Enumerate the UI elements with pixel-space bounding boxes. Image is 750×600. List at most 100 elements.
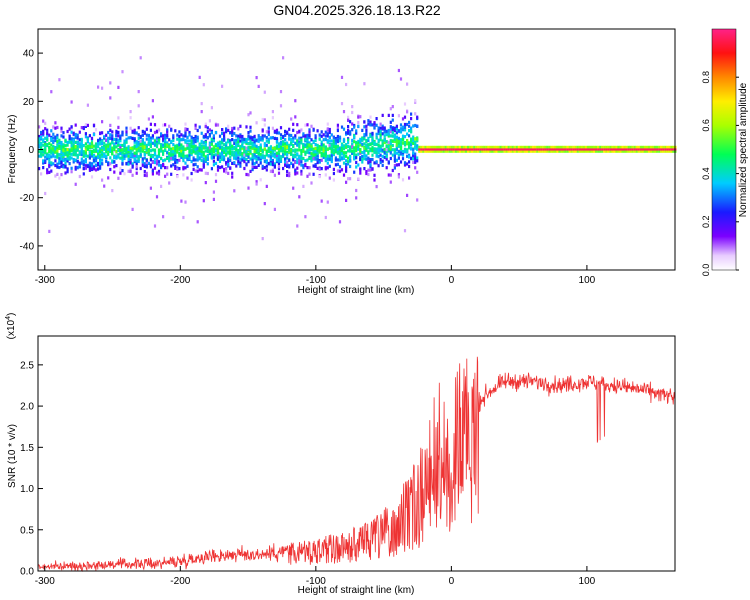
spectrogram-cell	[168, 145, 171, 149]
spectrogram-cell	[497, 145, 500, 149]
spectrogram-cell	[300, 163, 303, 167]
spectrogram-cell	[212, 134, 215, 138]
spectrogram-cell	[460, 150, 464, 153]
spectrogram-cell	[275, 131, 279, 135]
spectrogram-cell	[558, 145, 561, 149]
spectrogram-cell	[204, 142, 207, 147]
spectrogram-cell	[572, 148, 575, 151]
spectrogram-cell	[210, 138, 213, 142]
spectrogram-cell	[584, 148, 588, 151]
spectrogram-cell	[40, 142, 43, 146]
spectrogram-cell	[345, 159, 348, 163]
spectrogram-cell	[355, 156, 358, 160]
spectrogram-cell	[216, 145, 220, 150]
spectrogram-cell	[58, 144, 61, 148]
spectrogram-cell	[633, 150, 636, 153]
spectrogram-cell	[399, 148, 403, 152]
spectrogram-cell	[312, 172, 315, 176]
spectrogram-cell	[401, 125, 405, 129]
spectrogram-cell	[127, 154, 130, 158]
spectrogram-cell	[162, 134, 165, 138]
spectrogram-cell	[316, 166, 319, 170]
spectrogram-cell	[355, 140, 358, 145]
spectrogram-cell	[414, 157, 417, 161]
spectrogram-cell	[176, 137, 179, 141]
spectrogram-cell	[233, 139, 236, 143]
spectrogram-cell	[672, 145, 675, 149]
spectrogram-cell	[391, 168, 394, 173]
spectrogram-cell	[267, 130, 270, 134]
spectrogram-cell	[316, 129, 319, 133]
spectrogram-cell	[548, 150, 551, 153]
spectrogram-cell	[151, 172, 154, 176]
spectrogram-cell	[54, 121, 57, 125]
snr-ytick-label: 0.0	[20, 567, 34, 578]
spectrogram-cell	[70, 125, 73, 129]
spectrogram-cell	[227, 140, 230, 144]
spectrogram-cell	[367, 168, 370, 172]
spectrogram-cell	[641, 145, 644, 149]
spectrogram-cell	[107, 136, 110, 140]
spectrogram-cell	[385, 166, 388, 170]
spectrogram-cell	[552, 148, 555, 151]
spectrogram-cell	[74, 182, 77, 186]
spectrogram-cell	[231, 138, 234, 142]
spectrogram-cell	[192, 141, 195, 145]
spectrogram-cell	[115, 133, 118, 137]
spectrogram-cell	[155, 195, 159, 199]
spectrogram-cell	[430, 150, 433, 153]
spectrogram-cell	[70, 130, 73, 134]
spectrogram-cell	[367, 119, 370, 123]
spectrogram-cell	[99, 159, 102, 163]
spectrogram-cell	[251, 162, 254, 166]
spectrogram-cell	[212, 147, 215, 151]
spectrogram-cell	[377, 151, 380, 155]
spectrogram-cell	[70, 141, 73, 145]
spectrogram-cell	[357, 177, 360, 181]
spectrogram-cell	[123, 156, 126, 161]
spectrogram-cell	[72, 147, 75, 151]
spectrogram-cell	[334, 149, 337, 153]
spectrogram-cell	[416, 137, 419, 141]
spectrogram-cell	[247, 131, 250, 135]
spectrogram-cell	[180, 146, 183, 150]
spectrogram-cell	[383, 155, 386, 160]
spectrogram-cell	[178, 158, 181, 162]
spectrogram-cell	[135, 165, 138, 169]
spectrogram-cell	[336, 140, 339, 144]
spectrogram-cell	[294, 99, 297, 103]
spectrogram-cell	[609, 150, 612, 153]
spectrogram-cell	[255, 165, 258, 169]
spectrogram-cell	[90, 164, 94, 168]
spectrogram-cell	[271, 110, 274, 114]
snr-xtick-label: -100	[306, 576, 326, 587]
spectrogram-cell	[586, 145, 590, 149]
spectrogram-cell	[410, 138, 413, 142]
spectrogram-cell	[117, 134, 120, 138]
spectrogram-cell	[54, 150, 57, 154]
spectrogram-cell	[231, 133, 234, 137]
spectrogram-cell	[182, 159, 185, 163]
spectrogram-cell	[477, 150, 480, 153]
spectrogram-cell	[349, 155, 352, 159]
spectrogram-cell	[137, 136, 140, 140]
spectrogram-cell	[369, 120, 372, 124]
spectrogram-cell	[162, 163, 165, 168]
spectrogram-cell	[178, 134, 181, 138]
spectrogram-cell	[186, 135, 189, 140]
spectrogram-cell	[294, 136, 297, 140]
spectrogram-cell	[452, 150, 455, 153]
spectrogram-cell	[48, 164, 51, 168]
spectrogram-cell	[243, 150, 246, 154]
spectrogram-cell	[420, 148, 423, 151]
spectrogram-cell	[296, 157, 299, 161]
snr-ytick-label: 2.5	[20, 360, 34, 371]
spectrogram-cell	[477, 145, 480, 149]
spectrogram-cell	[320, 152, 323, 156]
spectrogram-cell	[290, 161, 293, 165]
spectrogram-cell	[117, 155, 120, 159]
spectrogram-cell	[282, 146, 285, 150]
spectrogram-cell	[237, 134, 240, 138]
spectrogram-cell	[115, 145, 118, 149]
spectrogram-cell	[521, 148, 524, 151]
